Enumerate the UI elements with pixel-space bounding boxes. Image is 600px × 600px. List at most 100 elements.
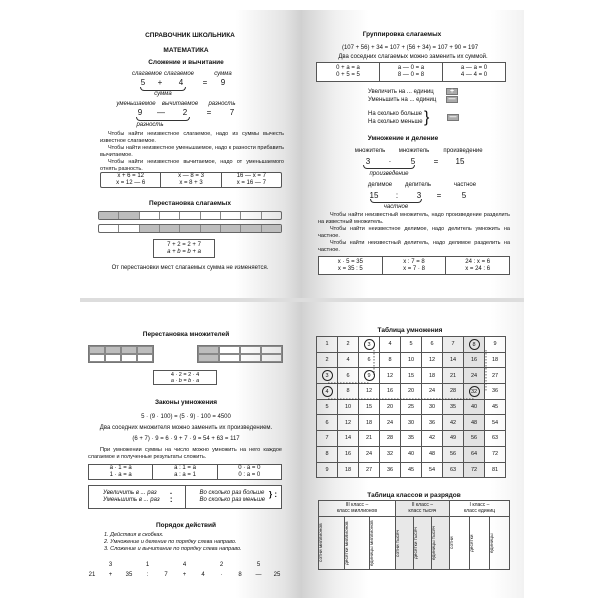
- table-cell: 32: [463, 383, 485, 400]
- table-row: 7 14 21 28 35 42 49 56 63: [316, 430, 506, 447]
- bar-cell: [119, 212, 140, 219]
- rank-cell: сотни: [448, 516, 470, 570]
- operand: 5: [140, 78, 146, 87]
- bar-cell: [220, 225, 242, 232]
- brace: [363, 165, 415, 169]
- term-label: делимое: [367, 182, 393, 188]
- table-cell: 64: [463, 445, 485, 463]
- table-row: 5 10 15 20 25 30 35 40 45: [316, 398, 506, 416]
- section-title: Перестановка множителей: [142, 331, 230, 338]
- operand: 5: [410, 157, 416, 166]
- less-label: На сколько меньше: [368, 119, 423, 125]
- formula: a + b = b + a: [167, 248, 201, 255]
- term-label: уменьшаемое: [116, 101, 156, 107]
- table-cell: 2: [337, 336, 359, 353]
- table-cell: 7: [316, 430, 338, 447]
- table-cell: 56: [463, 430, 485, 447]
- section-title: Сложение и вычитание: [148, 59, 224, 66]
- table-cell: 9: [358, 367, 380, 385]
- expr-token: —: [255, 572, 262, 578]
- order-number: 5: [256, 562, 261, 568]
- page-divider: [80, 298, 524, 302]
- section-title: Таблица классов и разрядов: [367, 492, 461, 499]
- order-rule: 3. Сложение и вычитание по порядку слева…: [104, 546, 242, 552]
- rank-cell: единицы тысяч: [430, 516, 450, 570]
- bar-cell: [261, 225, 281, 232]
- table-cell: 54: [484, 414, 506, 432]
- rank-cell: единицы миллионов: [369, 516, 396, 570]
- table-cell: 15: [358, 398, 380, 416]
- factor-cell: [89, 354, 105, 362]
- table-cell: 42: [442, 414, 464, 432]
- brace-label: разность: [136, 122, 164, 128]
- table-cell: 4: [316, 383, 338, 400]
- decrease-label: Уменьшить на ... единиц: [368, 97, 437, 103]
- factor-cell: [261, 346, 282, 354]
- factor-cell: [198, 354, 219, 362]
- bar-cell: [262, 212, 281, 219]
- equation: (107 + 56) + 34 = 107 + (56 + 34) = 107 …: [341, 45, 479, 51]
- term-label: слагаемое: [131, 71, 163, 77]
- rules-text: Чтобы найти неизвестный множитель, надо …: [318, 212, 510, 254]
- table-cell: 4: [337, 351, 359, 369]
- book-header: СПРАВОЧНИК ШКОЛЬНИКА: [145, 32, 235, 39]
- table-cell: 35: [400, 430, 422, 447]
- table-cell: 18: [337, 461, 359, 479]
- table-cell: 14: [442, 351, 464, 369]
- table-cell: 21: [442, 367, 464, 385]
- table-cell: 48: [463, 414, 485, 432]
- bar-cell: [140, 212, 160, 219]
- bar-cell: [200, 225, 221, 232]
- table-cell: 14: [337, 430, 359, 447]
- table-cell: 10: [400, 351, 422, 369]
- rule: Чтобы найти неизвестный множитель, надо …: [318, 212, 510, 225]
- section-title: Законы умножения: [154, 399, 218, 406]
- factor-cell: [219, 354, 240, 362]
- rule: Чтобы найти неизвестный делитель, надо д…: [318, 240, 510, 253]
- table-cell: 12: [379, 367, 401, 385]
- rank-cell: единицы: [488, 516, 511, 570]
- section-title: Перестановка слагаемых: [149, 200, 231, 207]
- bar-cell: [139, 225, 160, 232]
- table-cell: 72: [463, 461, 485, 479]
- bar-cell: [180, 212, 201, 219]
- class-header: II класс – класс тысяч: [394, 500, 450, 517]
- table-cell: 36: [484, 383, 506, 400]
- term-label: разность: [208, 101, 236, 107]
- formula: a · b = b · a: [170, 377, 200, 384]
- circled-value: 8: [468, 338, 480, 350]
- circled-value: 9: [363, 370, 375, 382]
- brace-label: произведение: [369, 171, 409, 177]
- brace-label: сумма: [154, 91, 172, 97]
- result: 5: [461, 191, 467, 200]
- table-cell: 8: [379, 351, 401, 369]
- equation: (6 + 7) · 9 = 6 · 9 + 7 · 9 = 54 + 63 = …: [132, 436, 240, 442]
- term-label: множитель: [398, 148, 430, 154]
- factor-cell: [261, 354, 282, 362]
- rank-cell: сотни тысяч: [394, 516, 414, 570]
- table-row: 2 4 6 8 10 12 14 16 18: [316, 351, 506, 369]
- table-cell: 6: [316, 414, 338, 432]
- brace-label: частное: [383, 204, 409, 210]
- order-rule: 1. Действия в скобках.: [104, 532, 164, 538]
- factor-cell: [105, 354, 121, 362]
- circled-value: 3: [321, 370, 333, 382]
- factor-cell: [240, 346, 261, 354]
- table-cell: 8: [463, 336, 485, 353]
- table-cell: 18: [358, 414, 380, 432]
- table-cell: 28: [442, 383, 464, 400]
- result: 7: [229, 108, 235, 117]
- multiplication-table: 1 2 3 4 5 6 7 8 9 2 4 6 8 10 12 14 16 18 3 6 9 12 15 18 21 24 27 4 8…: [316, 336, 506, 479]
- subject-title: МАТЕМАТИКА: [163, 47, 209, 54]
- table-cell: 24: [358, 445, 380, 463]
- table-cell: 36: [421, 414, 443, 432]
- order-number: 3: [108, 562, 113, 568]
- operator: =: [436, 191, 442, 200]
- table-cell: 12: [421, 351, 443, 369]
- table-cell: 20: [379, 398, 401, 416]
- table-cell: 24: [379, 414, 401, 432]
